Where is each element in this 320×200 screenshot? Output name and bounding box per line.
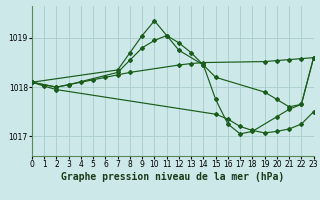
X-axis label: Graphe pression niveau de la mer (hPa): Graphe pression niveau de la mer (hPa) [61,172,284,182]
